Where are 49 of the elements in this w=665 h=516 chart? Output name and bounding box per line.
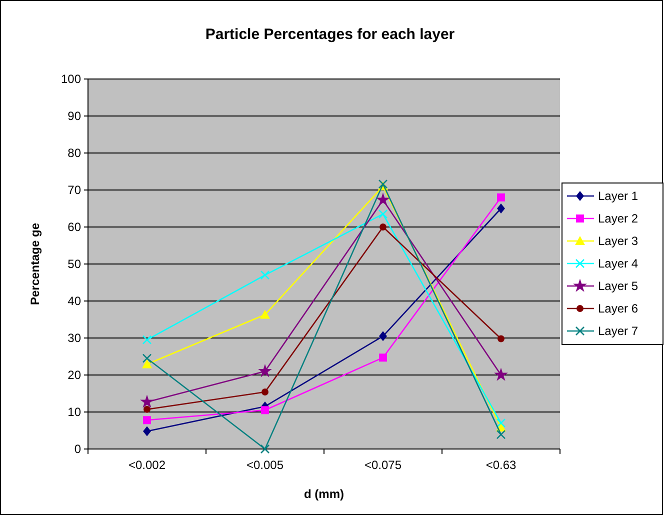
y-tick-label: 100: [60, 72, 82, 86]
point: [497, 204, 505, 214]
point: [142, 354, 152, 363]
y-tick-label: 20: [68, 368, 82, 382]
y-tick-label: 40: [68, 294, 82, 308]
point: [143, 426, 151, 436]
y-tick-label: 0: [74, 442, 82, 456]
point: [496, 430, 506, 440]
point: [496, 418, 506, 428]
legend-label: Layer 6: [598, 302, 638, 316]
x-tick-label: <0.63: [486, 458, 516, 472]
legend-label: Layer 1: [598, 189, 638, 204]
point: [494, 368, 508, 381]
point: [140, 394, 154, 408]
x-tick-label: <0.075: [364, 458, 402, 472]
x-tick-label: <0.005: [246, 458, 284, 472]
y-tick-label: 90: [68, 109, 82, 124]
point: [258, 364, 272, 378]
legend-label: Layer 3: [598, 234, 638, 248]
y-tick-label: 50: [68, 257, 82, 272]
point: [142, 335, 152, 344]
point: [260, 310, 270, 319]
point: [262, 388, 268, 396]
legend-label: Layer 7: [598, 324, 638, 338]
point: [379, 354, 387, 362]
point: [260, 444, 270, 454]
point: [498, 335, 504, 342]
point: [260, 270, 270, 280]
y-tick-label: 80: [68, 146, 82, 160]
x-tick-label: <0.002: [128, 458, 166, 472]
point: [143, 416, 151, 424]
point: [379, 331, 387, 342]
y-axis-title: Percentage ge: [28, 222, 42, 306]
point: [497, 193, 505, 202]
point: [378, 209, 388, 219]
y-tick-label: 30: [68, 331, 82, 346]
point: [142, 359, 152, 368]
point: [144, 406, 150, 413]
point: [380, 224, 386, 230]
x-axis-title: d (mm): [304, 487, 344, 501]
point: [261, 406, 269, 414]
legend-label: Layer 5: [598, 279, 638, 294]
chart-title: Particle Percentages for each layer: [205, 26, 455, 43]
legend-label: Layer 2: [598, 212, 638, 226]
point: [376, 192, 390, 206]
y-tick-label: 60: [68, 220, 82, 234]
y-tick-label: 70: [68, 183, 82, 198]
y-tick-label: 10: [68, 405, 82, 420]
legend-label: Layer 4: [598, 256, 638, 271]
